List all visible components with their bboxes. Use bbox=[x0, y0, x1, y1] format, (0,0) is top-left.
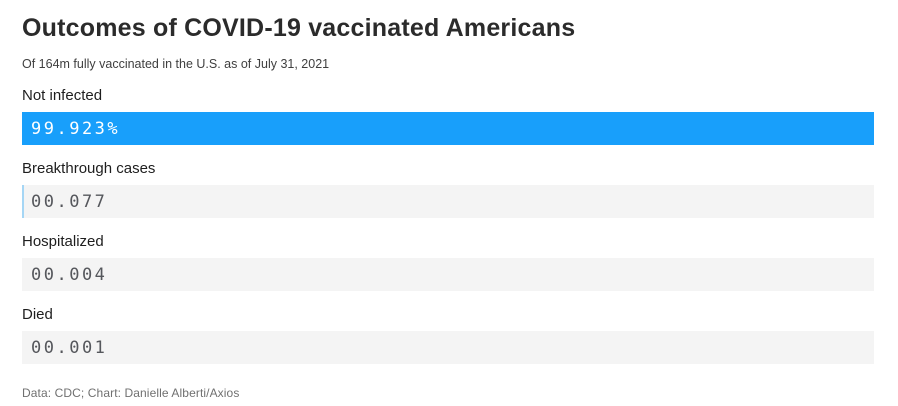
category-label-died: Died bbox=[22, 306, 53, 323]
bar-row-died: Died 00.001 bbox=[22, 306, 874, 364]
bar-row-not-infected: Not infected 99.923% bbox=[22, 87, 874, 145]
category-label-breakthrough-cases: Breakthrough cases bbox=[22, 160, 156, 177]
chart-title: Outcomes of COVID-19 vaccinated American… bbox=[22, 14, 576, 42]
bar-not-infected: 99.923% bbox=[22, 112, 874, 145]
bar-value-died: 00.001 bbox=[31, 337, 108, 358]
chart-subtitle: Of 164m fully vaccinated in the U.S. as … bbox=[22, 57, 330, 71]
bar-value-breakthrough-cases: 00.077 bbox=[31, 191, 108, 212]
bar-value-hospitalized: 00.004 bbox=[31, 264, 108, 285]
category-label-hospitalized: Hospitalized bbox=[22, 233, 104, 250]
tiny-bar-segment bbox=[22, 185, 24, 218]
bar-value-not-infected: 99.923% bbox=[31, 118, 121, 139]
category-label-not-infected: Not infected bbox=[22, 87, 103, 104]
bar-row-hospitalized: Hospitalized 00.004 bbox=[22, 233, 874, 291]
bar-row-breakthrough-cases: Breakthrough cases 00.077 bbox=[22, 160, 874, 218]
source-credit: Data: CDC; Chart: Danielle Alberti/Axios bbox=[22, 386, 240, 400]
bar-died: 00.001 bbox=[22, 331, 874, 364]
bar-breakthrough-cases: 00.077 bbox=[22, 185, 874, 218]
bar-hospitalized: 00.004 bbox=[22, 258, 874, 291]
